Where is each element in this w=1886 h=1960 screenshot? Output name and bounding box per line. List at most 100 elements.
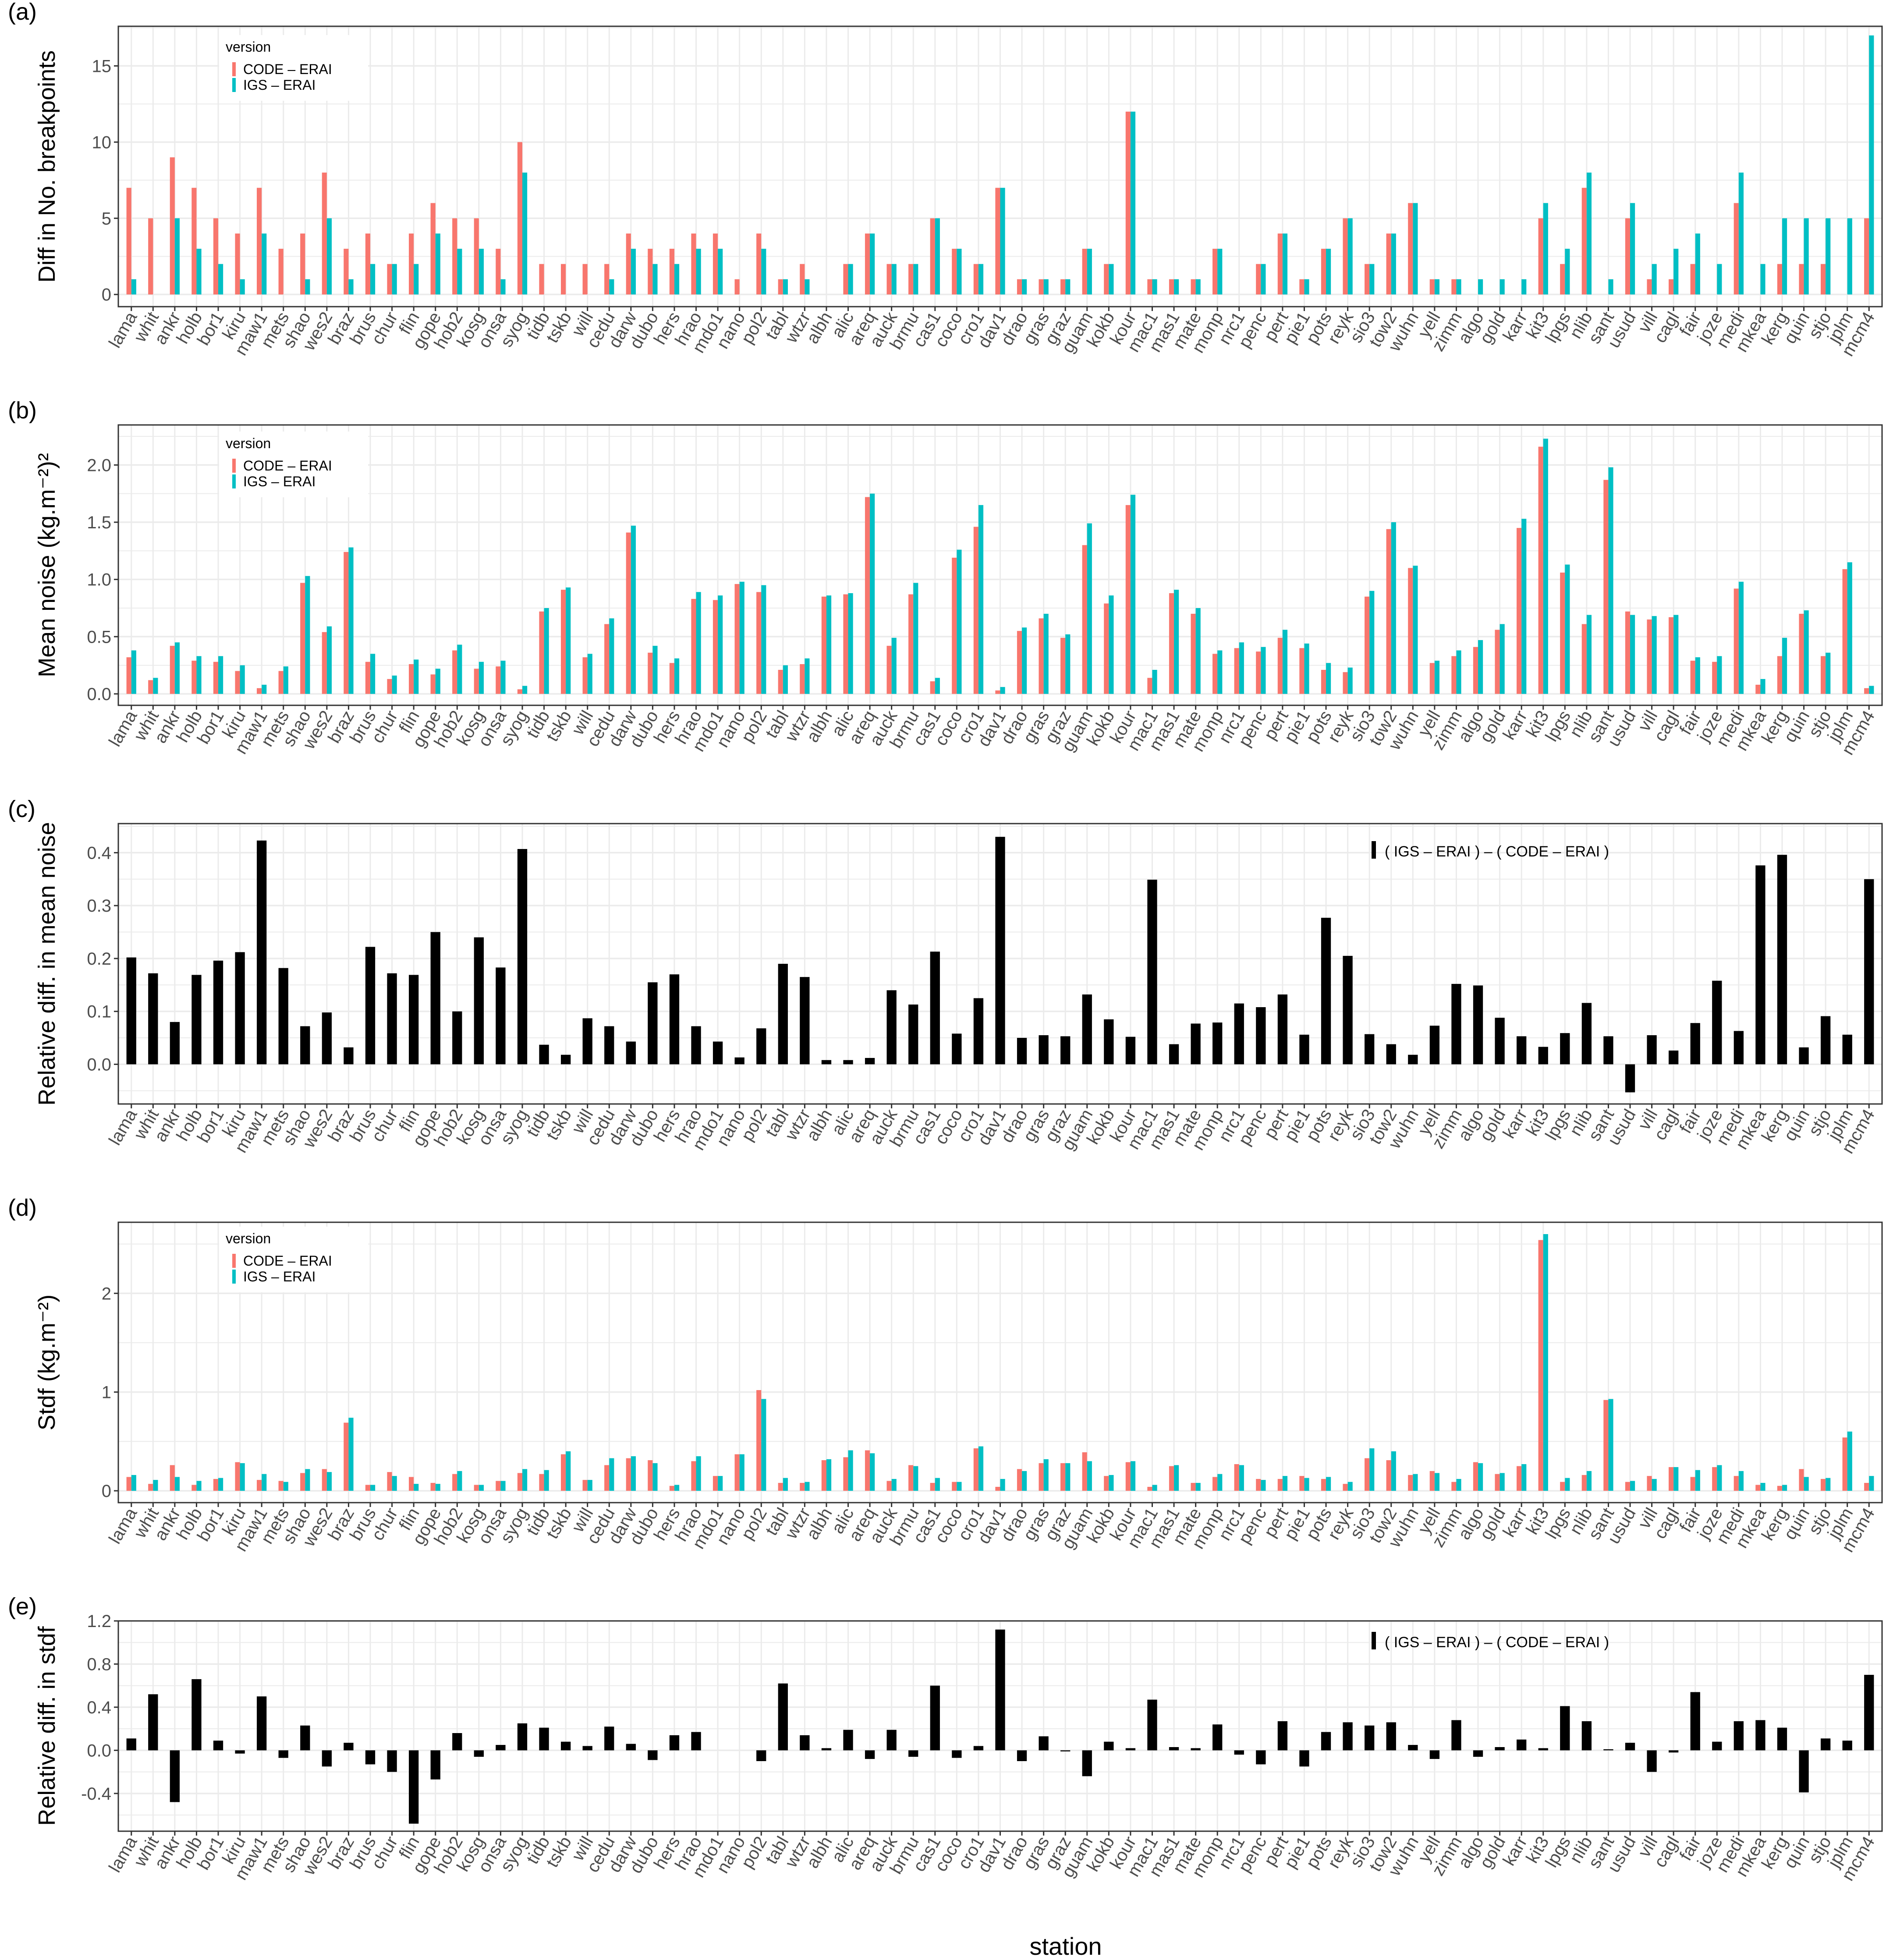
bar-code-erai-usud <box>1625 1482 1630 1491</box>
bar-code-erai-medi <box>1734 203 1739 295</box>
bar-igs-erai-vill <box>1652 264 1657 295</box>
bar-igs-erai-mate <box>1195 279 1201 295</box>
y-tick-label: 0.3 <box>87 896 111 916</box>
bar-code-erai-mate <box>1191 1482 1196 1491</box>
bar-code-erai-brmu <box>908 1465 914 1491</box>
bar-igs-erai-hers <box>674 264 680 295</box>
bar-code-erai-kosg <box>474 1485 479 1491</box>
bar-igs-erai-lpgs <box>1565 248 1570 295</box>
bar-code-erai-coco <box>952 248 957 295</box>
bar-diff-wtzr <box>800 977 810 1065</box>
bar-code-erai-drao <box>1017 279 1022 295</box>
bar-diff-algo <box>1473 1750 1483 1757</box>
bar-diff-darw <box>626 1744 636 1751</box>
bar-diff-dav1 <box>995 837 1005 1065</box>
bar-code-erai-pie1 <box>1299 279 1305 295</box>
bar-igs-erai-mets <box>283 1482 288 1491</box>
bar-igs-erai-usud <box>1630 615 1635 694</box>
bar-igs-erai-cagl <box>1673 248 1679 295</box>
bar-igs-erai-mas1 <box>1174 1465 1179 1491</box>
bar-code-erai-joze <box>1712 662 1717 694</box>
bar-diff-lama <box>126 1738 136 1751</box>
bar-code-erai-stjo <box>1820 264 1826 295</box>
bar-diff-cro1 <box>973 998 984 1065</box>
bar-code-erai-kosg <box>474 669 479 694</box>
bar-diff-tidb <box>539 1044 549 1065</box>
bar-diff-kiru <box>235 1750 245 1754</box>
y-tick-label: 1.2 <box>87 1612 111 1631</box>
bar-code-erai-guam <box>1082 248 1087 295</box>
bar-igs-erai-pol2 <box>761 1399 766 1491</box>
bar-igs-erai-gold <box>1500 1473 1505 1491</box>
y-tick-label: 0.0 <box>87 685 111 704</box>
bar-code-erai-wuhn <box>1408 1475 1413 1491</box>
bar-igs-erai-mac1 <box>1152 670 1157 694</box>
bar-igs-erai-lpgs <box>1565 564 1570 694</box>
bar-igs-erai-syog <box>522 172 528 295</box>
bar-igs-erai-graz <box>1065 634 1071 694</box>
bar-diff-cagl <box>1668 1051 1679 1065</box>
bar-code-erai-alic <box>843 264 848 295</box>
bar-igs-erai-mate <box>1195 608 1201 694</box>
bar-igs-erai-monp <box>1217 1474 1223 1491</box>
bar-igs-erai-nlib <box>1586 1471 1592 1491</box>
bar-igs-erai-joze <box>1717 656 1722 694</box>
bar-igs-erai-algo <box>1478 279 1483 295</box>
bar-diff-guam <box>1082 994 1092 1065</box>
bar-igs-erai-hers <box>674 1485 680 1491</box>
y-axis-title: Mean noise (kg.m⁻²)² <box>34 453 60 677</box>
bar-igs-erai-mate <box>1195 1482 1201 1491</box>
bar-code-erai-flin <box>408 234 414 295</box>
bar-code-erai-reyk <box>1343 1484 1348 1491</box>
y-tick-label: 15 <box>92 57 112 76</box>
bar-code-erai-maw1 <box>257 188 262 295</box>
bar-igs-erai-ankr <box>174 218 180 295</box>
bar-diff-bor1 <box>213 960 223 1065</box>
bar-igs-erai-holb <box>196 656 202 694</box>
bar-diff-albh <box>821 1748 832 1751</box>
bar-igs-erai-areq <box>870 1453 875 1491</box>
bar-igs-erai-syog <box>522 1469 528 1491</box>
bar-code-erai-tidb <box>539 264 544 295</box>
bar-code-erai-wes2 <box>322 172 327 295</box>
bar-diff-reyk <box>1343 1722 1353 1751</box>
bar-igs-erai-graz <box>1065 1463 1071 1491</box>
bar-diff-brus <box>365 947 376 1065</box>
bar-code-erai-cro1 <box>973 1448 978 1491</box>
bar-diff-mac1 <box>1147 1699 1157 1751</box>
y-tick-label: 1 <box>102 1383 111 1402</box>
legend-key-code <box>232 459 236 473</box>
bar-igs-erai-holb <box>196 1481 202 1491</box>
bar-code-erai-maw1 <box>257 688 262 694</box>
bar-igs-erai-nlib <box>1586 615 1592 694</box>
bar-igs-erai-bor1 <box>218 264 223 295</box>
bar-diff-tow2 <box>1386 1044 1396 1065</box>
y-tick-label: 0 <box>102 285 111 304</box>
bar-diff-pots <box>1321 917 1331 1065</box>
bar-code-erai-sio3 <box>1365 1458 1370 1491</box>
bar-code-erai-auck <box>886 264 892 295</box>
bar-igs-erai-lama <box>131 650 136 694</box>
bar-code-erai-yell <box>1429 663 1435 694</box>
bar-diff-kit3 <box>1538 1748 1548 1751</box>
bar-igs-erai-darw <box>631 525 636 694</box>
bar-code-erai-cas1 <box>930 681 935 694</box>
bar-igs-erai-gras <box>1043 1459 1049 1491</box>
bar-diff-medi <box>1734 1031 1744 1065</box>
bar-code-erai-syog <box>517 1473 522 1491</box>
bar-igs-erai-cas1 <box>935 678 940 694</box>
bar-diff-mac1 <box>1147 880 1157 1065</box>
bar-code-erai-lpgs <box>1560 572 1565 694</box>
bar-igs-erai-pots <box>1326 663 1331 694</box>
bar-igs-erai-gope <box>435 669 440 694</box>
bar-code-erai-pert <box>1277 1479 1283 1491</box>
bar-diff-sant <box>1603 1036 1613 1065</box>
bar-code-erai-nano <box>734 279 740 295</box>
bar-code-erai-alic <box>843 1457 848 1491</box>
bar-igs-erai-albh <box>826 1459 832 1491</box>
bar-code-erai-monp <box>1212 1477 1218 1491</box>
bar-code-erai-braz <box>344 1422 349 1491</box>
panel-label: (a) <box>8 0 37 25</box>
bar-diff-mkea <box>1755 1720 1765 1751</box>
bar-diff-lama <box>126 957 136 1065</box>
